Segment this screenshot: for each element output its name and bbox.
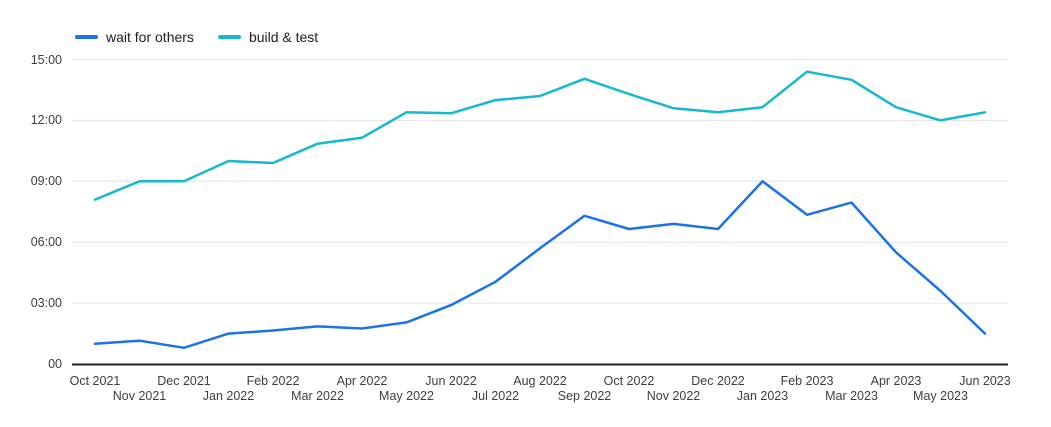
x-axis-tick-label: May 2022 — [379, 389, 434, 403]
legend-item-wait-for-others[interactable]: wait for others — [75, 29, 194, 45]
x-axis-tick-label: Dec 2021 — [157, 374, 211, 388]
series-line-wait-for-others[interactable] — [93, 180, 987, 350]
y-axis-tick-label: 15:00 — [30, 52, 62, 67]
x-axis-tick-label: Feb 2022 — [246, 374, 300, 388]
y-axis-tick-label: 00 — [48, 357, 62, 371]
y-axis-tick-label: 09:00 — [30, 174, 62, 189]
x-axis-tick-label: Apr 2022 — [336, 374, 388, 388]
series-line-build-test[interactable] — [93, 70, 987, 201]
x-axis-tick-label: Oct 2022 — [603, 374, 655, 388]
y-axis-tick-label: 06:00 — [30, 235, 62, 250]
x-axis-tick-label: Jun 2023 — [959, 374, 1011, 388]
x-axis-tick-label: Sep 2022 — [557, 389, 612, 403]
y-axis-tick-label: 12:00 — [30, 113, 62, 128]
x-axis-tick-label: Oct 2021 — [69, 374, 121, 388]
x-axis-tick-label: Jul 2022 — [471, 389, 520, 403]
x-axis-tick-label: Jan 2022 — [202, 389, 255, 403]
x-axis-tick-label: Aug 2022 — [513, 374, 567, 388]
legend-label-build-and-test: build & test — [248, 29, 319, 45]
x-axis-tick-label: May 2023 — [913, 389, 968, 403]
x-axis-tick-label: Nov 2021 — [112, 389, 167, 403]
legend-label-wait-for-others: wait for others — [106, 29, 194, 45]
x-axis-tick-label: Mar 2022 — [291, 389, 344, 403]
x-axis-tick-label: Apr 2023 — [870, 374, 922, 388]
x-axis-tick-label: Jan 2023 — [736, 389, 789, 403]
legend-swatch-build-and-test-icon — [217, 35, 241, 39]
x-axis-tick-label: Dec 2022 — [691, 374, 745, 388]
chart-legend: wait for others build & test — [75, 29, 318, 45]
y-axis-tick-label: 03:00 — [30, 296, 62, 311]
x-axis-tick-label: Mar 2023 — [825, 389, 878, 403]
x-axis-tick-label: Nov 2022 — [646, 389, 701, 403]
x-axis-tick-label: Feb 2023 — [780, 374, 834, 388]
legend-item-build-and-test[interactable]: build & test — [217, 29, 319, 45]
x-axis-tick-label: Jun 2022 — [425, 374, 477, 388]
legend-swatch-wait-for-others-icon — [75, 35, 98, 39]
